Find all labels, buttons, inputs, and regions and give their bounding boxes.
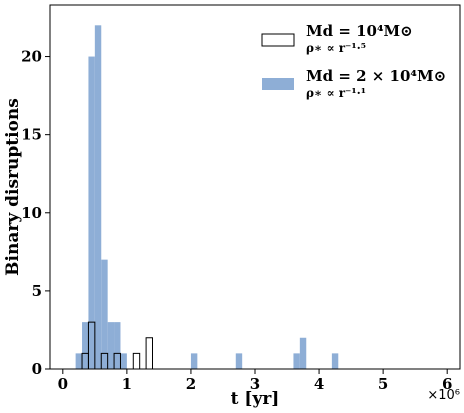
legend-swatch-filled	[262, 78, 294, 90]
filled-bar	[293, 353, 300, 369]
y-tick-label: 0	[32, 360, 42, 378]
x-tick-label: 1	[122, 375, 132, 393]
x-tick-label: 2	[186, 375, 196, 393]
filled-bar	[94, 25, 102, 369]
y-tick-label: 15	[21, 126, 42, 144]
filled-bar	[331, 353, 339, 369]
filled-bar	[75, 353, 83, 369]
filled-bar	[107, 322, 115, 369]
legend-label-filled-sub: ρ∗ ∝ r⁻¹·¹	[306, 86, 366, 100]
legend-swatch-outline	[261, 33, 295, 47]
x-tick-label: 6	[442, 375, 452, 393]
x-tick-label: 3	[250, 375, 260, 393]
x-axis-ticks: 0 1 2 3 4 5 6	[58, 369, 452, 393]
y-tick-label: 10	[21, 204, 42, 222]
legend-label-filled-main: Md = 2 × 10⁴M⊙	[306, 67, 446, 85]
legend-label-outline-sub: ρ∗ ∝ r⁻¹·⁵	[306, 41, 366, 55]
outline-bar	[145, 337, 153, 370]
x-axis-label: t [yr]	[231, 389, 280, 409]
y-axis-ticks: 0 5 10 15 20	[21, 48, 50, 378]
filled-bar	[88, 56, 95, 369]
y-tick-label: 20	[21, 48, 42, 66]
filled-bar	[101, 259, 108, 369]
plot-frame	[49, 4, 461, 370]
filled-bar	[190, 353, 198, 369]
y-tick-label: 5	[32, 282, 42, 300]
x-axis-offset-label: ×10⁶	[427, 388, 460, 403]
y-axis-label: Binary disruptions	[3, 98, 23, 276]
filled-series-bars	[75, 25, 339, 369]
x-tick-label: 0	[58, 375, 68, 393]
filled-bar	[299, 337, 307, 369]
filled-bar	[114, 322, 121, 369]
filled-bar	[235, 353, 243, 369]
outline-bar	[132, 352, 141, 370]
legend-label-outline-main: Md = 10⁴M⊙	[306, 22, 413, 40]
filled-bar	[120, 353, 127, 369]
x-tick-label: 5	[378, 375, 388, 393]
filled-bar	[82, 322, 89, 369]
legend: Md = 10⁴M⊙ ρ∗ ∝ r⁻¹·⁵ Md = 2 × 10⁴M⊙ ρ∗ …	[261, 22, 446, 100]
x-tick-label: 4	[314, 375, 324, 393]
